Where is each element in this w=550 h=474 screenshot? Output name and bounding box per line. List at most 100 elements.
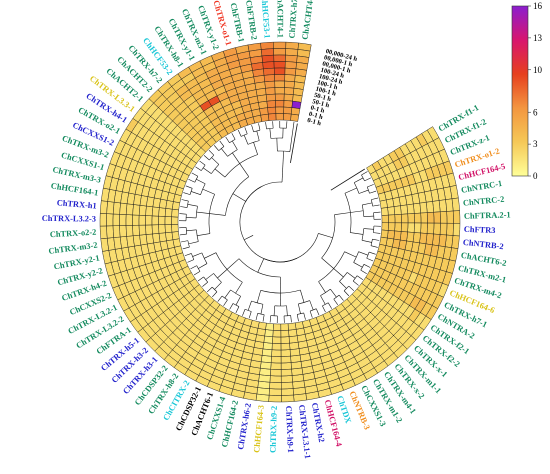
- gene-label: ChTRX-h9-1: [284, 406, 295, 453]
- tree-branch: [265, 121, 267, 130]
- heatmap-cell: [393, 230, 402, 241]
- tree-branch: [243, 134, 249, 145]
- timepoint-label: 0-1 h: [308, 111, 324, 121]
- heatmap-cell: [119, 214, 127, 226]
- tree-branch: [289, 121, 295, 152]
- tree-branch: [209, 213, 226, 216]
- heatmap-cell: [387, 206, 396, 216]
- heatmap-cell: [272, 336, 282, 344]
- tree-branch: [191, 172, 199, 177]
- tree-arc: [373, 225, 375, 233]
- tree-branch: [214, 282, 222, 290]
- timepoint-label: 0-1 h: [310, 104, 326, 114]
- tree-branch: [372, 204, 380, 207]
- heatmap-cell: [280, 336, 290, 344]
- heatmap-cell: [280, 362, 292, 370]
- heatmap-cell: [274, 74, 286, 82]
- tree-arc: [230, 289, 241, 297]
- heatmap-cell: [265, 87, 276, 95]
- tree-branch: [198, 263, 208, 269]
- tree-branch: [356, 275, 364, 280]
- tree-arc: [221, 295, 228, 301]
- heatmap-cell: [433, 222, 441, 235]
- tree-branch: [348, 285, 355, 292]
- tree-arc: [245, 181, 283, 202]
- tree-branch: [343, 290, 350, 297]
- tree-branch: [219, 140, 225, 147]
- tree-branch: [352, 280, 359, 286]
- tree-branch: [318, 281, 326, 293]
- heatmap-cell: [270, 355, 282, 364]
- tree-arc: [229, 139, 236, 144]
- tree-branch: [344, 251, 357, 258]
- tree-arc: [284, 315, 291, 317]
- tree-branch: [367, 184, 374, 188]
- heatmap-cell: [125, 203, 134, 216]
- heatmap-cell: [266, 100, 276, 108]
- tree-branch: [188, 241, 199, 245]
- tree-branch: [193, 271, 201, 276]
- tree-branch: [242, 309, 246, 316]
- tree-branch: [339, 281, 347, 289]
- tree-branch: [205, 273, 214, 280]
- tree-branch: [185, 185, 193, 189]
- heatmap-cell: [287, 322, 297, 331]
- heatmap-cell: [158, 224, 166, 234]
- tree-branch: [330, 288, 337, 298]
- tree-branch: [269, 128, 272, 139]
- heatmap-cell: [290, 113, 300, 122]
- heatmap-cell: [158, 215, 166, 225]
- tree-arc: [225, 176, 249, 216]
- heatmap-cell: [284, 74, 296, 83]
- gene-label: ChFTRA.2-1: [464, 210, 511, 220]
- heatmap-cell: [380, 207, 389, 216]
- tree-branch: [366, 258, 374, 262]
- heatmap-cell: [106, 213, 114, 227]
- heatmap-cell: [446, 210, 454, 224]
- heatmap-cell: [283, 106, 293, 115]
- tree-branch: [372, 238, 380, 241]
- heatmap-cell: [119, 202, 128, 215]
- tree-branch: [363, 228, 374, 230]
- colorbar-tick-label: 16: [533, 1, 543, 11]
- tree-branch: [309, 300, 314, 311]
- tree-branch: [363, 215, 374, 217]
- colorbar-tick-label: 3: [533, 139, 538, 149]
- tree-arc: [361, 204, 365, 217]
- heatmap-cell: [273, 61, 286, 69]
- tree-branch: [253, 142, 258, 155]
- tree-branch: [369, 190, 377, 194]
- tree-arc: [208, 194, 215, 234]
- tree-branch: [213, 145, 219, 151]
- heatmap-cell: [151, 224, 160, 235]
- gene-label: ChTRX-m3-2: [48, 241, 98, 256]
- tree-branch: [361, 171, 368, 176]
- tree-branch: [361, 239, 372, 243]
- tree-branch: [363, 264, 371, 268]
- heatmap-cell: [271, 343, 282, 351]
- tree-branch: [350, 210, 364, 213]
- heatmap-cell: [280, 375, 293, 383]
- heatmap-cell: [165, 231, 174, 242]
- tree-arc: [211, 164, 220, 174]
- heatmap-cell: [99, 213, 107, 227]
- gap-boundary: [330, 168, 366, 191]
- heatmap-cell: [283, 93, 294, 102]
- heatmap-cell: [400, 204, 408, 215]
- tree-branch: [235, 306, 240, 313]
- heatmap-cell: [433, 211, 441, 224]
- gene-label: ChNTRC-2: [463, 195, 505, 208]
- heatmap-cell: [264, 329, 274, 338]
- gene-label: ChTRX-h7-3: [288, 0, 300, 39]
- heatmap-cell: [273, 54, 286, 62]
- heatmap-cell: [261, 348, 273, 357]
- heatmap-cell: [271, 349, 282, 357]
- tree-branch: [309, 310, 313, 318]
- colorbar-ticks: 0 3 6 10 13 16: [528, 1, 543, 181]
- heatmap-cell: [138, 224, 147, 236]
- tree-branch: [269, 315, 272, 323]
- tree-branch: [208, 149, 215, 156]
- heatmap-cell: [381, 222, 389, 231]
- heatmap-cell: [138, 214, 146, 226]
- heatmap-cell: [138, 205, 147, 216]
